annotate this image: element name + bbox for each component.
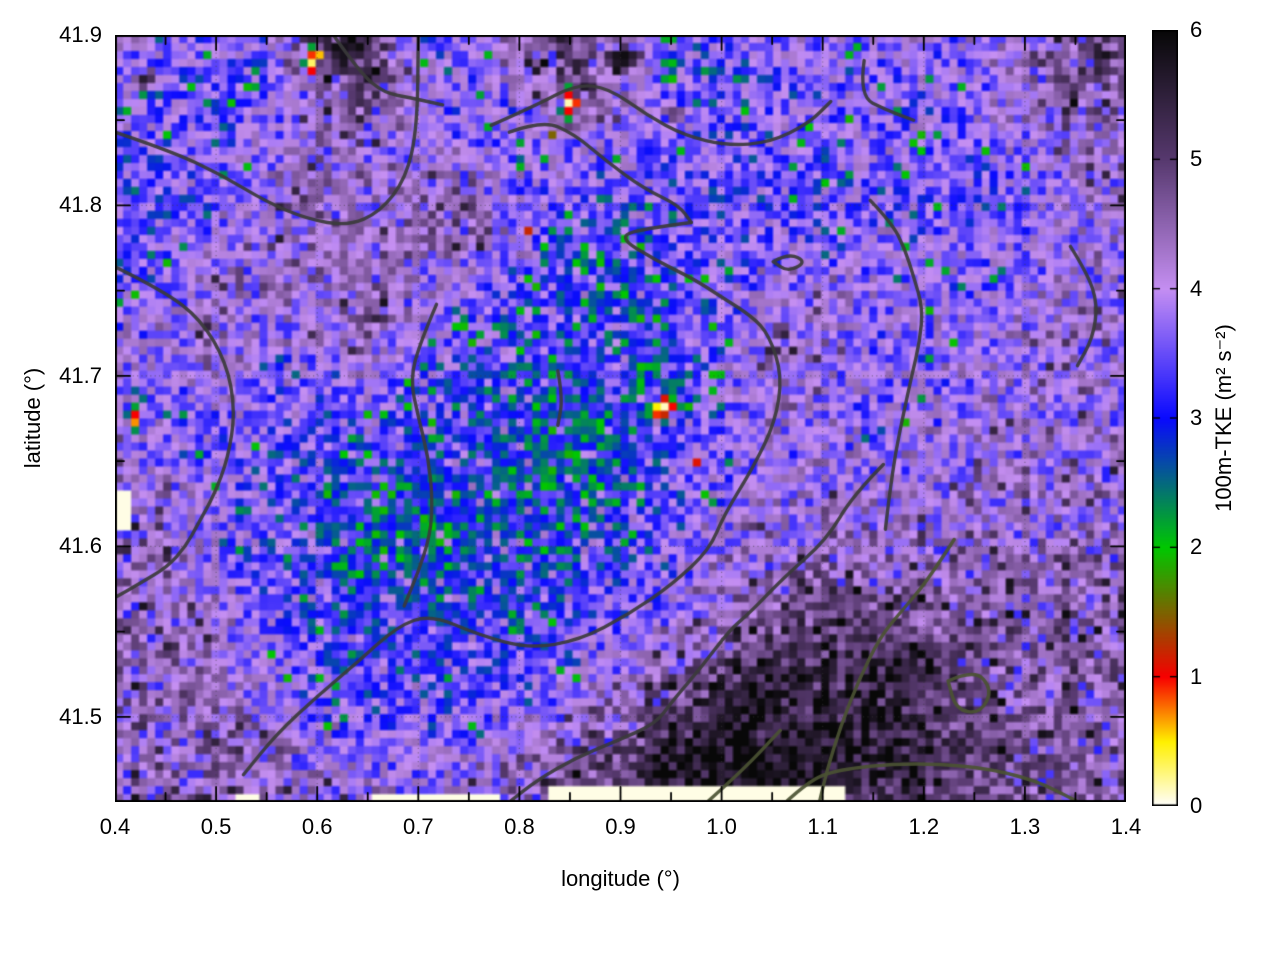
x-tick-label: 1.3	[1009, 814, 1041, 839]
y-axis-title: latitude (°)	[20, 367, 45, 469]
colorbar-tick-label: 2	[1190, 534, 1203, 560]
x-tick-label: 1.0	[706, 814, 737, 839]
x-tick-label: 1.1	[807, 814, 838, 839]
y-tick-label: 41.5	[59, 703, 102, 729]
x-tick-label: 1.4	[1110, 814, 1142, 839]
colorbar-tick-label: 0	[1190, 793, 1203, 818]
x-tick-label: 1.2	[908, 814, 940, 839]
x-tick-label: 0.5	[200, 814, 232, 839]
x-tick-label: 0.6	[301, 814, 333, 839]
x-tick-label: 0.8	[504, 814, 535, 839]
y-tick-label: 41.7	[59, 362, 102, 388]
y-tick-label: 41.6	[59, 533, 102, 559]
colorbar-title: 100m-TKE (m² s⁻²)	[1211, 324, 1236, 512]
x-tick-label: 0.9	[605, 814, 636, 839]
colorbar-tick-label: 1	[1190, 663, 1203, 689]
x-axis-title: longitude (°)	[561, 866, 680, 891]
colorbar-tick-label: 4	[1190, 275, 1203, 301]
colorbar-tick-label: 6	[1190, 17, 1203, 42]
x-tick-label: 0.7	[403, 814, 434, 839]
y-tick-label: 41.9	[59, 22, 102, 47]
colorbar-tick-label: 5	[1190, 146, 1203, 172]
x-tick-label: 0.4	[99, 814, 131, 839]
colorbar-tick-label: 3	[1190, 405, 1203, 430]
heatmap-canvas	[115, 35, 1126, 802]
colorbar-canvas	[1152, 30, 1178, 806]
y-tick-label: 41.8	[59, 192, 102, 218]
